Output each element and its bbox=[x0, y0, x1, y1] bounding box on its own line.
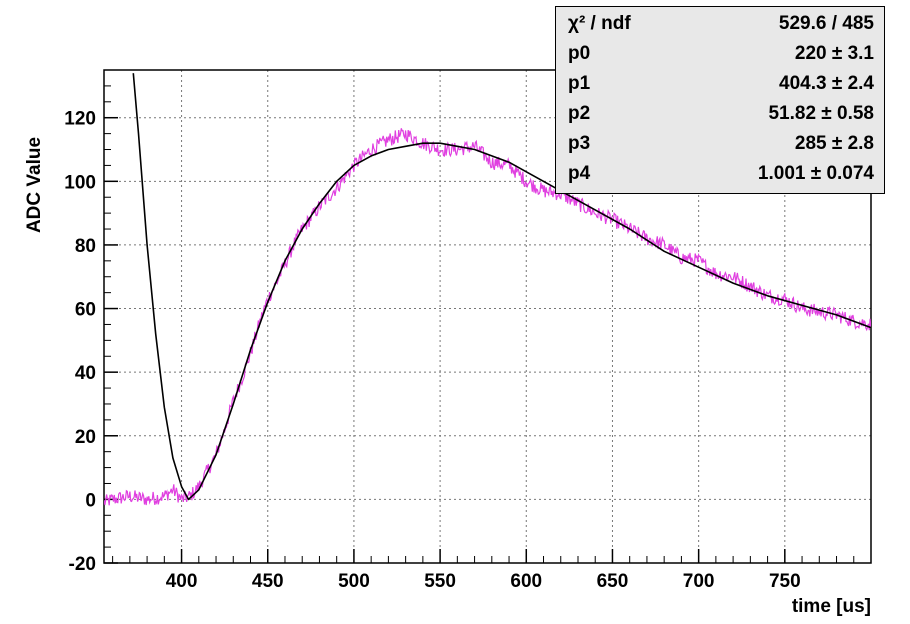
axis-ticks: 400 450 500 550 600 650 700 750 -20 0 20 40 60 80 100 1… bbox=[64, 69, 855, 592]
y-axis-title: ADC Value bbox=[24, 137, 45, 233]
x-tick-label: 400 bbox=[166, 571, 198, 592]
stat-value-p1: 404.3 ± 2.4 bbox=[779, 73, 874, 94]
stat-value-chi2: 529.6 / 485 bbox=[778, 13, 874, 34]
y-tick-label: 120 bbox=[64, 109, 96, 130]
stat-row-p0: p0 220 ± 3.1 bbox=[568, 39, 874, 69]
y-tick-label: 100 bbox=[64, 172, 96, 193]
x-tick-label: 600 bbox=[510, 571, 542, 592]
y-tick-label: 80 bbox=[75, 236, 96, 257]
data-series-line bbox=[104, 128, 871, 506]
stat-row-p3: p3 285 ± 2.8 bbox=[568, 129, 874, 159]
y-tick-label: -20 bbox=[69, 554, 96, 575]
plot-frame bbox=[103, 69, 872, 564]
y-tick-label: 20 bbox=[75, 427, 96, 448]
fit-series bbox=[132, 73, 871, 501]
stat-row-chi2: χ² / ndf 529.6 / 485 bbox=[568, 9, 874, 39]
stat-value-p4: 1.001 ± 0.074 bbox=[757, 163, 874, 184]
x-tick-label: 500 bbox=[338, 571, 370, 592]
x-tick-label: 550 bbox=[424, 571, 456, 592]
stat-label-p3: p3 bbox=[568, 133, 591, 154]
x-tick-label: 650 bbox=[597, 571, 629, 592]
x-tick-label: 450 bbox=[252, 571, 284, 592]
stat-label-chi2: χ² / ndf bbox=[568, 13, 631, 34]
fit-curve bbox=[132, 73, 871, 501]
stat-value-p3: 285 ± 2.8 bbox=[794, 133, 874, 154]
stat-label-p2: p2 bbox=[568, 103, 591, 124]
stat-row-p2: p2 51.82 ± 0.58 bbox=[568, 99, 874, 129]
stat-row-p1: p1 404.3 ± 2.4 bbox=[568, 69, 874, 99]
stat-value-p2: 51.82 ± 0.58 bbox=[768, 103, 874, 124]
stat-label-p4: p4 bbox=[568, 163, 591, 184]
y-tick-label: 40 bbox=[75, 363, 96, 384]
stat-value-p0: 220 ± 3.1 bbox=[794, 43, 874, 64]
x-tick-label: 700 bbox=[683, 571, 715, 592]
grid bbox=[104, 70, 871, 563]
stat-label-p1: p1 bbox=[568, 73, 591, 94]
x-axis-title: time [us] bbox=[792, 596, 871, 617]
y-tick-label: 0 bbox=[85, 490, 96, 511]
stat-row-p4: p4 1.001 ± 0.074 bbox=[568, 159, 874, 189]
y-tick-label: 60 bbox=[75, 300, 96, 321]
data-series bbox=[104, 128, 871, 506]
stat-label-p0: p0 bbox=[568, 43, 591, 64]
x-tick-label: 750 bbox=[769, 571, 801, 592]
fit-stats-box: χ² / ndf 529.6 / 485 p0 220 ± 3.1 p1 404… bbox=[555, 6, 885, 194]
